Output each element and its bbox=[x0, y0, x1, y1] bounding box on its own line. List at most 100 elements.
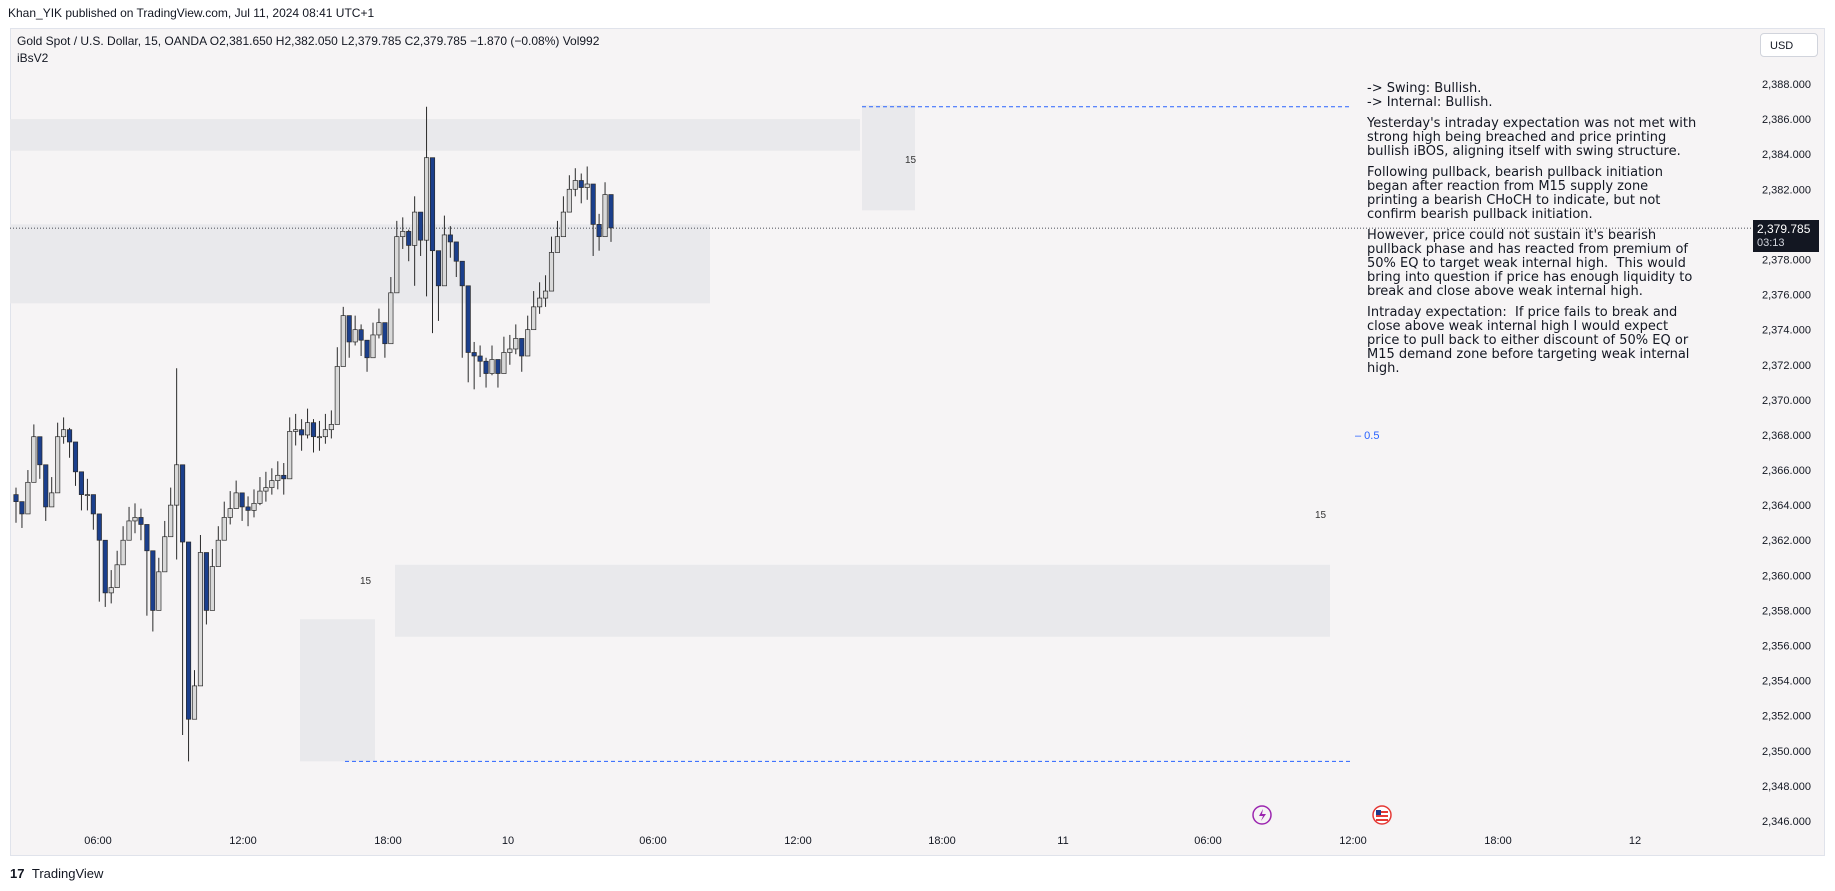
candle bbox=[310, 419, 317, 453]
candle-body bbox=[96, 513, 102, 541]
candle-body bbox=[340, 315, 346, 367]
indicator-legend[interactable]: iBsV2 bbox=[17, 51, 49, 65]
candle bbox=[197, 534, 204, 687]
candle-body bbox=[537, 297, 543, 308]
candle bbox=[447, 226, 453, 258]
y-tick-label: 2,378.000 bbox=[1762, 254, 1811, 266]
y-tick-label: 2,352.000 bbox=[1762, 711, 1811, 723]
candle-body bbox=[43, 464, 49, 508]
candle-body bbox=[459, 260, 465, 287]
demand-zone-label: 15 bbox=[1315, 510, 1327, 521]
candle-body bbox=[84, 494, 90, 496]
candle-body bbox=[132, 517, 138, 522]
candle-body bbox=[548, 252, 555, 292]
candle-body bbox=[120, 539, 126, 566]
candle-body bbox=[429, 157, 436, 252]
candle-body bbox=[590, 183, 596, 225]
candle bbox=[519, 338, 525, 372]
candle bbox=[316, 420, 323, 451]
candle bbox=[174, 368, 180, 560]
analysis-paragraph: -> Swing: Bullish. -> Internal: Bullish. bbox=[1367, 81, 1493, 110]
y-tick-label: 2,366.000 bbox=[1762, 465, 1811, 477]
candle-body bbox=[572, 180, 578, 190]
candle bbox=[90, 494, 96, 530]
y-tick-label: 2,382.000 bbox=[1762, 184, 1811, 196]
candle bbox=[287, 417, 293, 480]
candle bbox=[435, 250, 442, 321]
analysis-paragraph: Yesterday's intraday expectation was not… bbox=[1367, 116, 1697, 159]
candle-body bbox=[174, 464, 180, 506]
y-tick-label: 2,376.000 bbox=[1762, 290, 1811, 302]
candle bbox=[138, 508, 144, 541]
currency-button[interactable]: USD bbox=[1760, 33, 1818, 57]
candle bbox=[525, 315, 531, 357]
x-tick-label: 12:00 bbox=[784, 835, 812, 847]
candle-body bbox=[31, 436, 37, 483]
candle bbox=[156, 557, 162, 611]
candle bbox=[281, 463, 287, 495]
candle-body bbox=[465, 285, 471, 353]
candle-body bbox=[251, 503, 257, 511]
us-flag-event-icon bbox=[1372, 805, 1392, 825]
candle bbox=[394, 220, 400, 294]
candle-body bbox=[441, 234, 447, 287]
candle-body bbox=[501, 352, 507, 374]
candle-body bbox=[90, 494, 96, 515]
candle-body bbox=[596, 224, 602, 238]
y-tick-label: 2,386.000 bbox=[1762, 114, 1811, 126]
y-tick-label: 2,374.000 bbox=[1762, 325, 1811, 337]
candle-body bbox=[180, 464, 186, 543]
analysis-paragraph: Intraday expectation: If price fails to … bbox=[1367, 305, 1694, 376]
current-price-value: 2,379.785 bbox=[1757, 222, 1811, 236]
x-tick-label: 06:00 bbox=[1194, 835, 1222, 847]
supply-zone: 15 bbox=[10, 119, 874, 151]
candle-body bbox=[388, 292, 394, 345]
symbol-legend[interactable]: Gold Spot / U.S. Dollar, 15, OANDA O2,38… bbox=[17, 34, 600, 48]
candle-body bbox=[531, 306, 537, 331]
candle-body bbox=[513, 338, 519, 350]
candle bbox=[269, 468, 275, 495]
y-tick-label: 2,358.000 bbox=[1762, 605, 1811, 617]
lightning-event-ring bbox=[1252, 805, 1272, 825]
candle-body bbox=[144, 524, 150, 552]
candle bbox=[180, 464, 186, 736]
candle bbox=[209, 549, 215, 611]
candle bbox=[114, 550, 120, 588]
candle bbox=[43, 464, 49, 521]
candle-body bbox=[281, 474, 287, 480]
candle-body bbox=[560, 211, 566, 238]
candle-body bbox=[269, 480, 275, 488]
candlestick-chart[interactable]: 15 15 15 15 – 0.5 2,388.000 2,386.000 2,384.000… bbox=[10, 28, 1825, 856]
candle bbox=[507, 334, 513, 365]
candle bbox=[19, 501, 25, 528]
tradingview-logo[interactable]: 17 TradingView bbox=[10, 866, 103, 881]
candle-body bbox=[72, 441, 79, 473]
candle-body bbox=[584, 183, 590, 188]
candle-body bbox=[162, 536, 168, 573]
candle bbox=[84, 478, 90, 511]
x-tick-label: 18:00 bbox=[1484, 835, 1512, 847]
candle-body bbox=[418, 211, 424, 241]
current-price-badge: 2,379.785 03:13 bbox=[1753, 220, 1819, 252]
candle bbox=[441, 215, 447, 287]
tradingview-logo-icon: 17 bbox=[10, 866, 25, 881]
demand-zone: 15 bbox=[395, 510, 1330, 637]
candle bbox=[13, 487, 19, 523]
candle-body bbox=[489, 359, 495, 374]
candle-body bbox=[310, 422, 317, 438]
candle-body bbox=[168, 504, 174, 538]
candle-body bbox=[435, 250, 442, 287]
candle-body bbox=[263, 487, 269, 492]
x-tick-label: 18:00 bbox=[374, 835, 402, 847]
candle bbox=[328, 410, 334, 439]
candle bbox=[578, 173, 584, 204]
candle bbox=[596, 213, 602, 251]
candle-body bbox=[352, 329, 358, 343]
candle-body bbox=[316, 436, 323, 439]
candle-body bbox=[66, 429, 73, 443]
candle bbox=[78, 471, 85, 511]
candle bbox=[501, 336, 507, 374]
candle bbox=[305, 408, 311, 439]
candle-body bbox=[507, 348, 513, 353]
x-tick-label: 11 bbox=[1057, 835, 1068, 847]
